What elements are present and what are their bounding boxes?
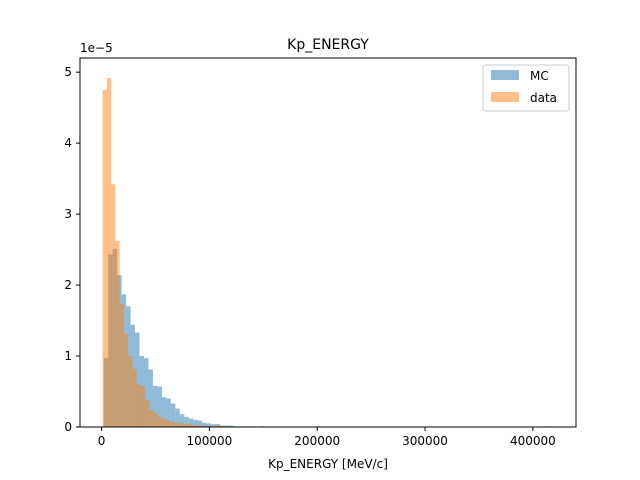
bar-data (217, 425, 222, 427)
bar-data (158, 417, 163, 427)
bar-data (149, 409, 154, 427)
bar-mc (161, 397, 167, 427)
bar-mc (135, 332, 140, 427)
bar-data (187, 423, 193, 427)
bar-data (140, 385, 146, 427)
legend-label-mc: MC (530, 69, 549, 83)
bar-data (209, 425, 214, 427)
y-tick-label: 3 (64, 207, 72, 221)
bar-data (136, 384, 141, 427)
bar-mc (175, 408, 180, 427)
bar-mc (224, 425, 230, 427)
bar-mc (157, 386, 162, 427)
bar-mc (152, 385, 158, 427)
y-tick-label: 0 (64, 420, 72, 434)
y-axis-ticks: 0 1 2 3 4 5 (64, 65, 80, 434)
bar-data (153, 412, 159, 427)
legend: MC data (482, 64, 570, 112)
bar-data (166, 420, 171, 427)
chart-title: Kp_ENERGY (287, 37, 369, 53)
bar-mc (193, 419, 198, 427)
y-tick-label: 2 (64, 278, 72, 292)
bar-data (132, 368, 137, 427)
x-axis-ticks: 0 100000 200000 300000 400000 (98, 427, 556, 448)
x-tick-label: 300000 (402, 434, 448, 448)
bar-data (123, 334, 129, 427)
bar-data (106, 77, 112, 427)
legend-swatch-mc (491, 70, 519, 80)
bar-mc (143, 358, 149, 427)
bar-data (192, 424, 197, 427)
y-axis-scale-label: 1e−5 (80, 41, 113, 55)
bar-data (115, 241, 120, 427)
x-axis-label: Kp_ENERGY [MeV/c] (268, 457, 388, 471)
bar-mc (202, 422, 207, 427)
bar-data (170, 422, 176, 427)
bar-mc (170, 403, 176, 427)
bar-mc (179, 414, 185, 427)
bar-data (145, 400, 150, 427)
series-data (102, 77, 320, 428)
legend-swatch-data (491, 92, 519, 102)
x-tick-label: 100000 (186, 434, 232, 448)
y-tick-label: 5 (64, 65, 72, 79)
bars-layer (102, 77, 552, 428)
bar-data (128, 356, 133, 427)
x-tick-label: 0 (98, 434, 106, 448)
bar-mc (215, 424, 221, 427)
y-tick-label: 4 (64, 136, 72, 150)
x-tick-label: 200000 (294, 434, 340, 448)
bar-data (162, 418, 167, 427)
bar-data (196, 425, 201, 427)
bar-data (183, 424, 188, 427)
bar-mc (197, 420, 203, 427)
series-mc (103, 248, 552, 427)
bar-data (111, 184, 116, 427)
bar-mc (184, 417, 189, 427)
y-tick-label: 1 (64, 349, 72, 363)
legend-label-data: data (530, 91, 557, 105)
bar-mc (211, 424, 216, 427)
bar-data (175, 422, 180, 427)
plot-area-frame (79, 57, 577, 428)
bar-mc (166, 398, 171, 427)
bar-mc (148, 369, 153, 427)
x-tick-label: 400000 (510, 434, 556, 448)
bar-mc (206, 423, 212, 427)
bar-data (179, 422, 184, 427)
bar-data (119, 303, 124, 427)
bar-mc (188, 418, 194, 427)
bar-data (200, 425, 205, 427)
bar-data (102, 89, 107, 428)
